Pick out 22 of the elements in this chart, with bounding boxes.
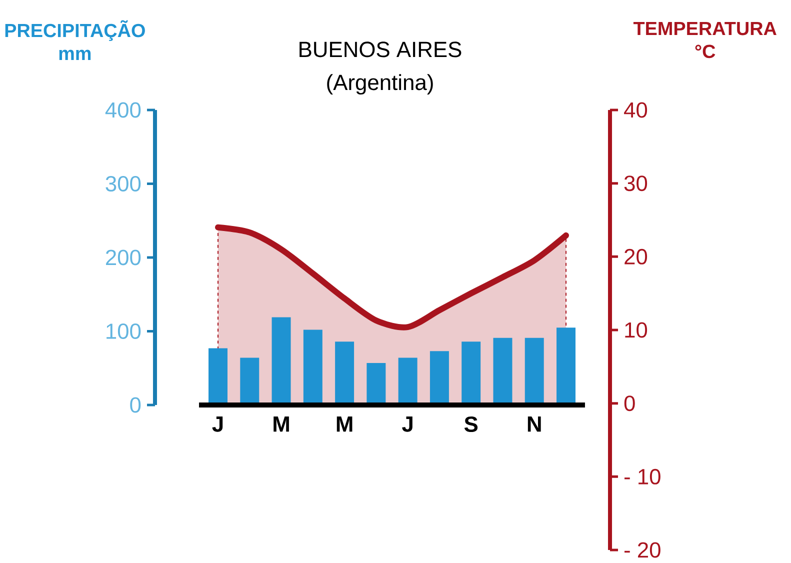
- y2-tick-label: 40: [624, 102, 648, 118]
- chart-subtitle: (Argentina): [327, 74, 433, 95]
- y2-tick-label: 30: [624, 176, 648, 192]
- y-axis-title: PRECIPITAÇÃO mm: [5, 20, 145, 60]
- x-tick-label: M: [336, 416, 352, 432]
- y-tick-label: 100: [106, 323, 141, 340]
- y-tick-label: 300: [106, 176, 141, 192]
- x-tick-label: J: [212, 416, 223, 432]
- x-tick-label: S: [464, 416, 478, 432]
- y2-tick-label: 20: [624, 248, 648, 264]
- y2-tick-label: - 20: [624, 542, 660, 558]
- y2-axis-title: TEMPERATURA °C: [633, 22, 776, 58]
- y-tick-label: 0: [130, 397, 141, 413]
- x-tick-label: M: [274, 416, 289, 432]
- y-tick-label: 400: [105, 102, 141, 118]
- chart-title: BUENOS AIRES: [300, 42, 462, 58]
- x-tick-label: J: [402, 416, 412, 432]
- y2-tick-label: 0: [624, 396, 635, 412]
- x-tick-label: N: [528, 416, 541, 432]
- y2-tick-label: 10: [625, 322, 648, 338]
- y-tick-label: 200: [106, 250, 141, 266]
- y2-tick-label: - 10: [624, 468, 660, 484]
